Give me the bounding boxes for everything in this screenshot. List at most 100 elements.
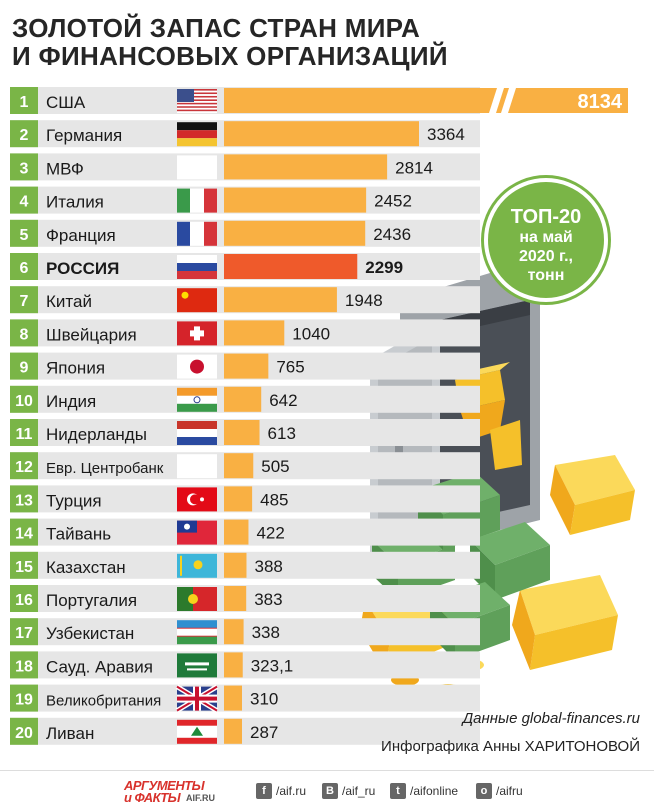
rank-box <box>10 319 38 347</box>
rank-label: 7 <box>20 293 29 310</box>
rank-box <box>10 585 38 612</box>
rank-label: 17 <box>15 625 33 642</box>
value-label: 613 <box>268 424 296 443</box>
rank-box <box>10 253 38 280</box>
chart-row: 20 Ливан 287 <box>10 717 480 745</box>
social-link-odnoklassniki[interactable]: о /aifru <box>476 782 523 800</box>
rank-label: 9 <box>20 360 29 377</box>
social-link-twitter[interactable]: t /aifonline <box>390 782 458 800</box>
page-title: ЗОЛОТОЙ ЗАПАС СТРАН МИРА И ФИНАНСОВЫХ ОР… <box>12 14 532 70</box>
rank-label: 4 <box>20 194 29 211</box>
rank-box <box>10 651 38 679</box>
logo-line-1: АРГУМЕНТЫ <box>124 778 205 793</box>
social-link-facebook[interactable]: f /aif.ru <box>256 782 306 800</box>
value-label: 3364 <box>427 125 465 144</box>
rank-label: 18 <box>15 658 33 675</box>
value-label: 323,1 <box>251 656 294 675</box>
social-label: /aifru <box>496 784 523 798</box>
logo-line-2: и ФАКТЫ <box>124 790 181 805</box>
rank-box <box>10 186 38 214</box>
chart-row: 6 РОССИЯ 2299 <box>10 253 480 280</box>
ru-flag <box>177 255 217 279</box>
rank-box <box>10 452 38 480</box>
bar <box>224 287 337 313</box>
rank-label: 16 <box>15 592 33 609</box>
value-label: 2436 <box>373 225 411 244</box>
bar <box>224 154 388 180</box>
rank-label: 19 <box>15 692 33 709</box>
value-label: 1040 <box>292 324 330 343</box>
chart-row: 15 Казахстан 388 <box>10 551 480 579</box>
uz-flag <box>177 620 217 645</box>
bar <box>224 486 253 512</box>
category-label: Китай <box>46 292 92 311</box>
bar <box>224 88 628 113</box>
category-label: Индия <box>46 392 96 411</box>
rank-box <box>10 352 38 380</box>
blank-flag <box>177 155 217 180</box>
chart-row: 16 Португалия 383 <box>10 585 480 612</box>
tr-flag <box>177 487 217 512</box>
rank-box <box>10 518 38 546</box>
odnoklassniki-icon: о <box>476 783 492 799</box>
rank-label: 1 <box>20 94 29 111</box>
vk-icon: В <box>322 783 338 799</box>
category-label: Сауд. Аравия <box>46 657 153 676</box>
row-band <box>10 618 480 646</box>
jp-flag <box>177 354 217 379</box>
rank-label: 15 <box>15 559 33 576</box>
bar <box>224 652 243 678</box>
footer <box>0 770 654 810</box>
chart-row: 18 Сауд. Аравия 323,1 <box>10 651 480 679</box>
value-label: 2299 <box>365 258 403 277</box>
rank-box <box>10 485 38 513</box>
aif-logo[interactable]: АРГУМЕНТЫ и ФАКТЫ AIF.RU <box>124 778 244 806</box>
category-label: Турция <box>46 491 102 510</box>
bar <box>224 619 244 645</box>
twitter-icon: t <box>390 783 406 799</box>
rank-box <box>10 120 38 148</box>
category-label: Италия <box>46 193 104 212</box>
in-flag <box>177 387 217 412</box>
lb-flag <box>177 719 217 744</box>
category-label: Нидерланды <box>46 425 147 444</box>
value-label: 338 <box>252 623 280 642</box>
chart-row: 3 МВФ 2814 <box>10 153 480 181</box>
value-label: 2452 <box>374 192 412 211</box>
nl-flag <box>177 421 217 445</box>
badge-line-4: тонн <box>527 267 565 284</box>
value-label: 388 <box>254 557 282 576</box>
badge-line-3: 2020 г., <box>519 248 573 265</box>
sa-flag <box>177 653 217 678</box>
blank-flag <box>177 454 217 479</box>
chart-row: 12 Евр. Центробанк 505 <box>10 452 480 480</box>
rank-label: 14 <box>15 526 33 543</box>
value-label: 642 <box>269 391 297 410</box>
social-link-vk[interactable]: В /aif_ru <box>322 782 375 800</box>
row-band <box>10 651 480 679</box>
category-label: Португалия <box>46 591 137 610</box>
bar <box>224 121 419 147</box>
rank-box <box>10 717 38 745</box>
rank-box <box>10 219 38 247</box>
rank-box <box>10 684 38 712</box>
title-line-1: ЗОЛОТОЙ ЗАПАС СТРАН МИРА <box>12 13 421 43</box>
value-label: 1948 <box>345 291 383 310</box>
bar <box>224 420 260 445</box>
value-label: 383 <box>254 590 282 609</box>
category-label: Германия <box>46 126 122 145</box>
row-band <box>10 684 480 712</box>
value-label: 505 <box>261 457 289 476</box>
rank-box <box>10 618 38 646</box>
category-label: Тайвань <box>46 525 111 544</box>
de-flag <box>177 122 217 147</box>
rank-label: 10 <box>15 393 33 410</box>
rank-box <box>10 87 38 114</box>
cn-flag <box>177 288 217 313</box>
facebook-icon: f <box>256 783 272 799</box>
bar <box>224 685 242 711</box>
value-label: 485 <box>260 490 288 509</box>
rank-label: 12 <box>15 459 33 476</box>
bar <box>224 386 262 412</box>
bar <box>224 353 269 379</box>
